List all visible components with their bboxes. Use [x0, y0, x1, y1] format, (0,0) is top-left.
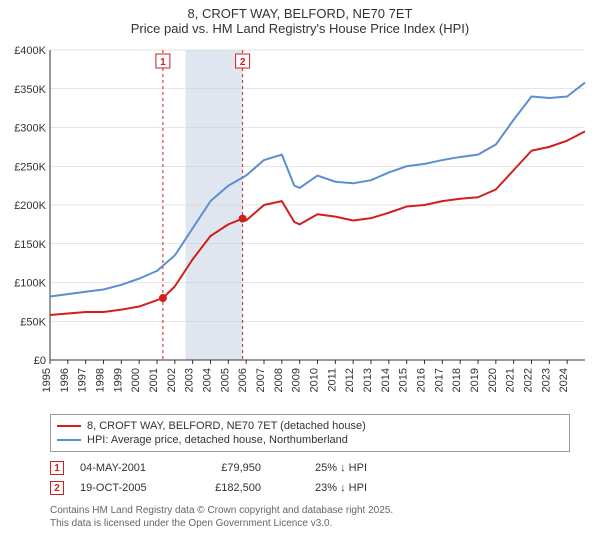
sale-date: 19-OCT-2005 — [80, 482, 175, 494]
legend: 8, CROFT WAY, BELFORD, NE70 7ET (detache… — [50, 414, 570, 452]
svg-text:£250K: £250K — [14, 161, 46, 173]
svg-text:£50K: £50K — [20, 316, 46, 328]
svg-text:2009: 2009 — [291, 368, 303, 392]
svg-text:1997: 1997 — [77, 368, 89, 392]
footer-note: Contains HM Land Registry data © Crown c… — [50, 504, 570, 530]
sale-marker-icon: 2 — [50, 481, 64, 495]
svg-text:2022: 2022 — [523, 368, 535, 392]
svg-text:2: 2 — [240, 57, 246, 68]
line-chart-svg: £0 £50K £100K £150K £200K £250K £300K £350K £400… — [0, 40, 600, 410]
svg-text:2005: 2005 — [219, 368, 231, 392]
sale-price: £79,950 — [191, 462, 261, 474]
legend-label: 8, CROFT WAY, BELFORD, NE70 7ET (detache… — [87, 420, 366, 432]
chart-area: £0 £50K £100K £150K £200K £250K £300K £350K £400… — [0, 40, 600, 410]
legend-swatch — [57, 425, 81, 427]
svg-text:2017: 2017 — [433, 368, 445, 392]
svg-text:2016: 2016 — [416, 368, 428, 392]
svg-text:£400K: £400K — [14, 45, 46, 57]
svg-text:£300K: £300K — [14, 123, 46, 135]
chart-title-block: 8, CROFT WAY, BELFORD, NE70 7ET Price pa… — [0, 0, 600, 40]
svg-text:2021: 2021 — [505, 368, 517, 392]
svg-text:2018: 2018 — [451, 368, 463, 392]
svg-text:2014: 2014 — [380, 368, 392, 392]
svg-text:1999: 1999 — [112, 368, 124, 392]
svg-text:2006: 2006 — [237, 368, 249, 392]
svg-text:1: 1 — [160, 57, 166, 68]
svg-text:2007: 2007 — [255, 368, 267, 392]
svg-text:2013: 2013 — [362, 368, 374, 392]
svg-text:1995: 1995 — [41, 368, 53, 392]
sale-diff: 25% ↓ HPI — [277, 462, 367, 474]
svg-text:2015: 2015 — [398, 368, 410, 392]
svg-text:£200K: £200K — [14, 200, 46, 212]
title-line1: 8, CROFT WAY, BELFORD, NE70 7ET — [0, 6, 600, 21]
legend-label: HPI: Average price, detached house, Nort… — [87, 434, 348, 446]
svg-text:2011: 2011 — [326, 368, 338, 392]
svg-text:2012: 2012 — [344, 368, 356, 392]
svg-text:2003: 2003 — [184, 368, 196, 392]
svg-text:2023: 2023 — [540, 368, 552, 392]
svg-text:1996: 1996 — [59, 368, 71, 392]
svg-text:2024: 2024 — [558, 368, 570, 392]
footer-line1: Contains HM Land Registry data © Crown c… — [50, 504, 570, 517]
sale-diff: 23% ↓ HPI — [277, 482, 367, 494]
sale-marker-icon: 1 — [50, 461, 64, 475]
legend-row: HPI: Average price, detached house, Nort… — [57, 433, 563, 447]
svg-text:£100K: £100K — [14, 278, 46, 290]
sales-table: 1 04-MAY-2001 £79,950 25% ↓ HPI 2 19-OCT-2005… — [50, 458, 570, 498]
sale-price: £182,500 — [191, 482, 261, 494]
svg-text:£350K: £350K — [14, 84, 46, 96]
svg-text:2019: 2019 — [469, 368, 481, 392]
svg-text:2008: 2008 — [273, 368, 285, 392]
svg-text:2020: 2020 — [487, 368, 499, 392]
svg-text:2010: 2010 — [309, 368, 321, 392]
svg-text:2000: 2000 — [130, 368, 142, 392]
svg-text:£150K: £150K — [14, 239, 46, 251]
svg-text:2004: 2004 — [202, 368, 214, 392]
legend-swatch — [57, 439, 81, 441]
sale-row: 1 04-MAY-2001 £79,950 25% ↓ HPI — [50, 458, 570, 478]
svg-text:2001: 2001 — [148, 368, 160, 392]
svg-text:1998: 1998 — [95, 368, 107, 392]
title-line2: Price paid vs. HM Land Registry's House … — [0, 21, 600, 36]
footer-line2: This data is licensed under the Open Gov… — [50, 517, 570, 530]
svg-text:2002: 2002 — [166, 368, 178, 392]
legend-row: 8, CROFT WAY, BELFORD, NE70 7ET (detache… — [57, 419, 563, 433]
sale-row: 2 19-OCT-2005 £182,500 23% ↓ HPI — [50, 478, 570, 498]
sale-date: 04-MAY-2001 — [80, 462, 175, 474]
svg-text:£0: £0 — [34, 355, 46, 367]
